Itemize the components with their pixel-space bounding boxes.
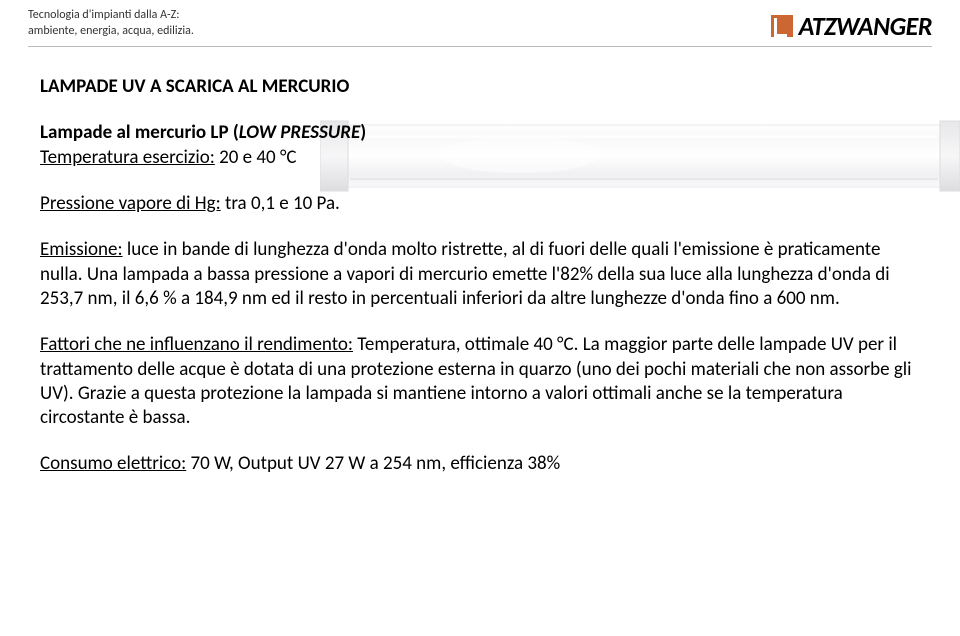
tagline-line1: Tecnologia d'impianti dalla A-Z:	[28, 8, 194, 24]
subtitle-paren-close: )	[360, 121, 366, 144]
logo-mark-icon	[771, 15, 793, 37]
slide-content: LAMPADE UV A SCARICA AL MERCURIO Lampade…	[0, 53, 960, 477]
pressure-label: Pressione vapore di Hg:	[40, 192, 221, 215]
tagline-line2: ambiente, energia, acqua, edilizia.	[28, 24, 194, 40]
subtitle-pre: Lampade al mercurio LP	[40, 121, 229, 144]
temperature-value: 20 e 40 °C	[215, 146, 297, 169]
consumption-label: Consumo elettrico:	[40, 452, 186, 475]
pressure-line: Pressione vapore di Hg: tra 0,1 e 10 Pa.	[40, 192, 920, 216]
emission-label: Emissione:	[40, 238, 123, 261]
consumption-text: 70 W, Output UV 27 W a 254 nm, efficienz…	[186, 452, 560, 475]
factors-label: Fattori che ne influenzano il rendimento…	[40, 333, 353, 356]
factors-paragraph: Fattori che ne influenzano il rendimento…	[40, 333, 920, 430]
consumption-line: Consumo elettrico: 70 W, Output UV 27 W …	[40, 452, 920, 476]
subtitle-lowpressure: LOW PRESSURE	[239, 121, 360, 144]
page-header: Tecnologia d'impianti dalla A-Z: ambient…	[0, 0, 960, 46]
slide-title: LAMPADE UV A SCARICA AL MERCURIO	[40, 75, 920, 99]
header-tagline: Tecnologia d'impianti dalla A-Z: ambient…	[28, 8, 194, 39]
subtitle-paren-open: (	[229, 121, 239, 144]
lamp-subtitle: Lampade al mercurio LP (LOW PRESSURE)	[40, 121, 920, 145]
emission-paragraph: Emissione: luce in bande di lunghezza d'…	[40, 238, 920, 311]
temperature-label: Temperatura esercizio:	[40, 146, 215, 169]
brand-name: ATZWANGER	[799, 10, 932, 42]
temperature-line: Temperatura esercizio: 20 e 40 °C	[40, 146, 920, 170]
emission-text: luce in bande di lunghezza d'onda molto …	[40, 238, 890, 310]
pressure-value: tra 0,1 e 10 Pa.	[221, 192, 340, 215]
header-divider	[28, 46, 932, 47]
brand-logo: ATZWANGER	[771, 10, 932, 42]
